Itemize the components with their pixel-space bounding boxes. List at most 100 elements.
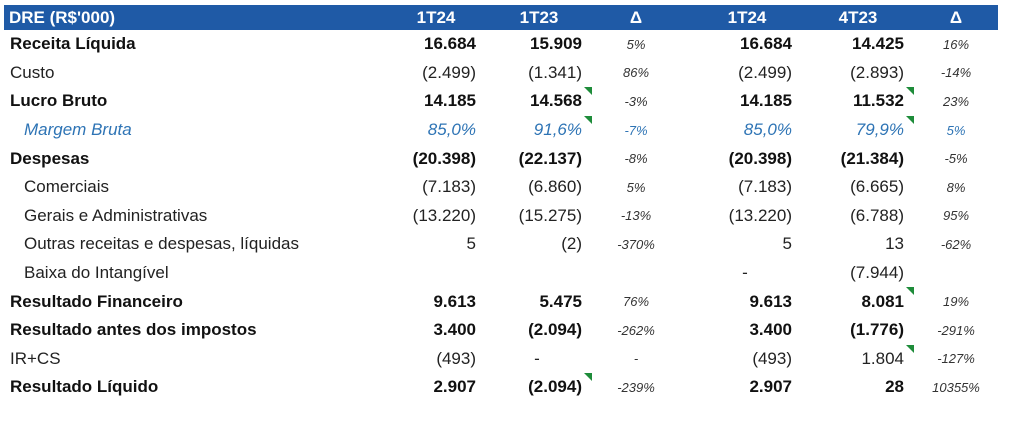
cell-1t24-a: 3.400 bbox=[433, 320, 476, 340]
cell-1t23-commented: 14.568 bbox=[486, 87, 592, 116]
cell-4t23: (6.665) bbox=[850, 177, 904, 197]
cell-delta-a: - bbox=[633, 351, 639, 367]
col-header-4t23: 4T23 bbox=[802, 5, 914, 30]
spacer-cell bbox=[680, 345, 692, 374]
cell-delta-b: 5% bbox=[946, 122, 966, 138]
cell-4t23: (1.776) bbox=[850, 320, 904, 340]
cell-1t23: (2.094) bbox=[528, 320, 582, 340]
comment-marker-icon[interactable] bbox=[584, 373, 592, 382]
table-row: Gerais e Administrativas (13.220) (15.27… bbox=[4, 202, 998, 231]
col-header-1t24-b: 1T24 bbox=[692, 5, 802, 30]
spacer-cell bbox=[680, 202, 692, 231]
cell-delta-a: -3% bbox=[624, 93, 648, 109]
table-row: Custo (2.499) (1.341) 86% (2.499) (2.893… bbox=[4, 59, 998, 88]
cell-delta-b: -62% bbox=[940, 236, 972, 252]
cell-delta-a: 86% bbox=[622, 65, 650, 81]
cell-delta-a: -262% bbox=[617, 322, 655, 338]
cell-4t23: 28 bbox=[885, 377, 904, 397]
table-row: Comerciais (7.183) (6.860) 5% (7.183) (6… bbox=[4, 173, 998, 202]
spacer-cell bbox=[680, 173, 692, 202]
cell-delta-a: 5% bbox=[626, 179, 646, 195]
row-label: Custo bbox=[10, 62, 55, 82]
comment-marker-icon[interactable] bbox=[584, 87, 592, 96]
table-row: Outras receitas e despesas, líquidas 5 (… bbox=[4, 230, 998, 259]
cell-1t23: (2) bbox=[561, 234, 582, 254]
cell-delta-a: -7% bbox=[624, 122, 648, 138]
cell-4t23-commented: 8.081 bbox=[802, 287, 914, 316]
cell-1t23: (22.137) bbox=[518, 148, 582, 168]
row-label: IR+CS bbox=[10, 348, 61, 368]
cell-1t24-a: 85,0% bbox=[427, 120, 476, 140]
cell-value: 1.804 bbox=[861, 348, 904, 368]
comment-marker-icon[interactable] bbox=[906, 115, 914, 124]
cell-delta-b: 8% bbox=[946, 179, 966, 195]
cell-delta-b: 23% bbox=[942, 93, 970, 109]
cell-1t24-b: - bbox=[742, 263, 748, 283]
spacer-cell bbox=[680, 316, 692, 345]
cell-1t23: 15.909 bbox=[530, 34, 582, 54]
comment-marker-icon[interactable] bbox=[906, 87, 914, 96]
table-title: DRE (R$'000) bbox=[4, 5, 386, 30]
comment-marker-icon[interactable] bbox=[906, 287, 914, 296]
cell-1t23: (1.341) bbox=[528, 62, 582, 82]
cell-1t23-commented: 91,6% bbox=[486, 115, 592, 145]
cell-4t23: (6.788) bbox=[850, 205, 904, 225]
cell-delta-a bbox=[592, 259, 680, 288]
cell-4t23-commented: 11.532 bbox=[802, 87, 914, 116]
spacer-cell bbox=[680, 373, 692, 402]
table-row: Baixa do Intangível - (7.944) bbox=[4, 259, 998, 288]
col-header-delta-b: Δ bbox=[914, 5, 998, 30]
cell-delta-b: 95% bbox=[942, 208, 970, 224]
cell-1t24-a: 14.185 bbox=[424, 91, 476, 111]
cell-1t24-a: 9.613 bbox=[433, 291, 476, 311]
spacer-cell bbox=[680, 116, 692, 145]
cell-1t24-b: 3.400 bbox=[749, 320, 792, 340]
comment-marker-icon[interactable] bbox=[906, 344, 914, 353]
cell-delta-a: 5% bbox=[626, 36, 646, 52]
cell-delta-b: 19% bbox=[942, 294, 970, 310]
spacer-cell bbox=[680, 287, 692, 316]
spacer-cell bbox=[680, 30, 692, 59]
row-label: Receita Líquida bbox=[10, 34, 136, 54]
spacer-cell bbox=[680, 59, 692, 88]
table-row: Despesas (20.398) (22.137) -8% (20.398) … bbox=[4, 144, 998, 173]
col-header-delta-a: Δ bbox=[592, 5, 680, 30]
cell-4t23: 14.425 bbox=[852, 34, 904, 54]
header-row: DRE (R$'000) 1T24 1T23 Δ 1T24 4T23 Δ bbox=[4, 5, 998, 30]
comment-marker-icon[interactable] bbox=[584, 115, 592, 124]
cell-delta-b: 16% bbox=[942, 36, 970, 52]
cell-value: 11.532 bbox=[852, 91, 904, 111]
cell-1t24-b: (7.183) bbox=[738, 177, 792, 197]
col-header-1t24-a: 1T24 bbox=[386, 5, 486, 30]
cell-delta-a: -370% bbox=[617, 236, 655, 252]
row-label: Gerais e Administrativas bbox=[24, 205, 208, 225]
cell-value: 79,9% bbox=[855, 120, 904, 140]
cell-1t24-a: (7.183) bbox=[422, 177, 476, 197]
cell-1t24-a: (20.398) bbox=[412, 148, 476, 168]
cell-1t24-b: 85,0% bbox=[743, 120, 792, 140]
table-row: Receita Líquida 16.684 15.909 5% 16.684 … bbox=[4, 30, 998, 59]
cell-1t23: (15.275) bbox=[518, 205, 582, 225]
dre-table: DRE (R$'000) 1T24 1T23 Δ 1T24 4T23 Δ Rec… bbox=[4, 5, 998, 402]
col-header-1t23: 1T23 bbox=[486, 5, 592, 30]
cell-delta-b: 10355% bbox=[932, 379, 980, 395]
table-row: Resultado Líquido 2.907 (2.094) -239% 2.… bbox=[4, 373, 998, 402]
cell-4t23: (21.384) bbox=[840, 148, 904, 168]
cell-1t23: (6.860) bbox=[528, 177, 582, 197]
spacer-cell bbox=[680, 230, 692, 259]
table-row: Margem Bruta 85,0% 91,6% -7% 85,0% 79,9%… bbox=[4, 115, 998, 145]
cell-1t24-a: (13.220) bbox=[412, 205, 476, 225]
cell-1t24-b: (20.398) bbox=[728, 148, 792, 168]
cell-1t24-b: (2.499) bbox=[738, 62, 792, 82]
row-label: Resultado Financeiro bbox=[10, 291, 183, 311]
cell-1t23 bbox=[486, 259, 592, 288]
cell-1t24-a bbox=[386, 259, 486, 288]
cell-delta-a: 76% bbox=[622, 294, 650, 310]
cell-1t24-a: (493) bbox=[436, 348, 476, 368]
cell-1t24-b: 9.613 bbox=[749, 291, 792, 311]
cell-delta-a: -8% bbox=[624, 151, 648, 167]
cell-value: 91,6% bbox=[533, 120, 582, 140]
cell-delta-b: -127% bbox=[937, 351, 975, 367]
cell-1t24-a: 5 bbox=[466, 234, 476, 254]
